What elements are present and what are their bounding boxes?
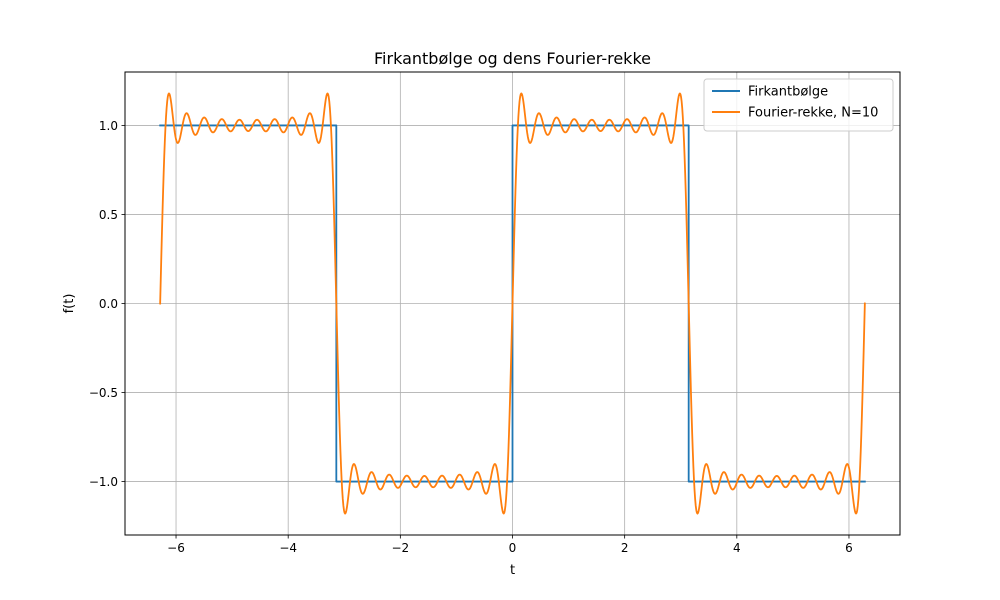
y-tick-label: 0.5 xyxy=(99,208,118,222)
y-tick-label: 1.0 xyxy=(99,119,118,133)
x-tick-label: −6 xyxy=(167,541,185,555)
x-tick-label: −4 xyxy=(279,541,297,555)
x-tick-label: 0 xyxy=(509,541,517,555)
series-layer xyxy=(159,92,866,515)
fourier-series-line xyxy=(159,92,866,515)
legend-label-square-wave: Firkantbølge xyxy=(748,85,828,100)
chart-title: Firkantbølge og dens Fourier-rekke xyxy=(374,49,651,68)
y-tick-label: −1.0 xyxy=(89,475,118,489)
x-tick-label: −2 xyxy=(391,541,409,555)
x-tick-label: 4 xyxy=(733,541,741,555)
y-axis-label: f(t) xyxy=(62,294,77,314)
y-tick-label: 0.0 xyxy=(99,297,118,311)
legend-label-fourier-series: Fourier-rekke, N=10 xyxy=(748,106,878,121)
x-axis-label: t xyxy=(510,563,515,578)
x-tick-label: 6 xyxy=(845,541,853,555)
x-tick-label: 2 xyxy=(621,541,629,555)
legend: Firkantbølge Fourier-rekke, N=10 xyxy=(703,78,894,132)
legend-box xyxy=(703,78,894,132)
ticks: −6 −4 −2 0 2 4 6 −1.0 −0.5 0.0 0.5 1.0 xyxy=(89,119,853,555)
y-tick-label: −0.5 xyxy=(89,386,118,400)
